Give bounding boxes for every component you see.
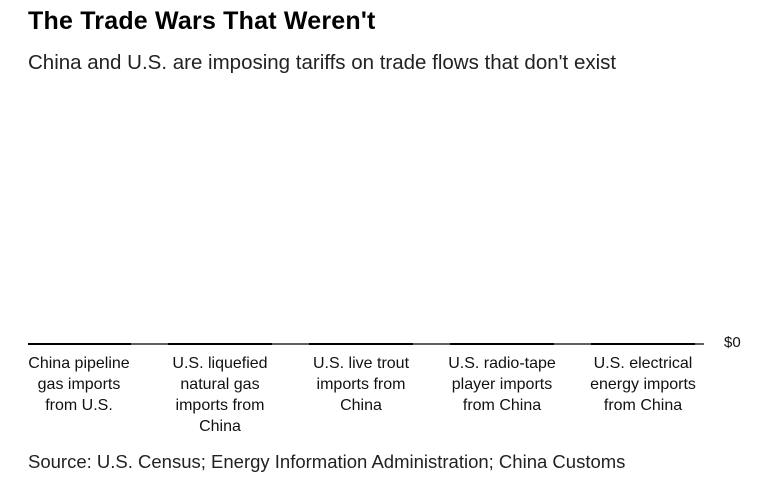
bar-chart: $0 China pipeline gas imports from U.S. U.S.…	[28, 90, 758, 440]
category-label-3: U.S. live trout imports from China	[297, 353, 425, 416]
chart-svg	[28, 343, 704, 345]
category-label-line: U.S. electrical	[593, 355, 693, 372]
category-label-line: player imports	[451, 376, 553, 393]
category-label-line: China	[340, 397, 382, 414]
category-label-line: China pipeline	[28, 355, 130, 372]
chart-source: Source: U.S. Census; Energy Information …	[28, 451, 626, 472]
category-label-line: from U.S.	[45, 397, 113, 414]
category-label-2: U.S. liquefied natural gas imports from Chi…	[156, 353, 284, 437]
category-label-5: U.S. electrical energy imports from China	[579, 353, 707, 416]
category-label-line: energy imports	[590, 376, 696, 393]
y-tick-label: $0	[724, 334, 741, 351]
category-label-line: imports from	[175, 397, 265, 414]
chart-subtitle: China and U.S. are imposing tariffs on t…	[28, 51, 617, 74]
chart-title: The Trade Wars That Weren't	[28, 7, 376, 35]
category-label-line: from China	[462, 397, 542, 414]
category-label-line: U.S. live trout	[312, 355, 410, 372]
category-label-line: China	[199, 418, 241, 435]
category-label-line: U.S. liquefied	[172, 355, 268, 372]
category-label-line: natural gas	[180, 376, 260, 393]
category-label-line: U.S. radio-tape	[448, 355, 556, 372]
category-label-1: China pipeline gas imports from U.S.	[15, 353, 143, 416]
category-label-4: U.S. radio-tape player imports from China	[438, 353, 566, 416]
category-label-line: from China	[603, 397, 683, 414]
category-label-line: gas imports	[37, 376, 121, 393]
category-label-line: imports from	[316, 376, 406, 393]
